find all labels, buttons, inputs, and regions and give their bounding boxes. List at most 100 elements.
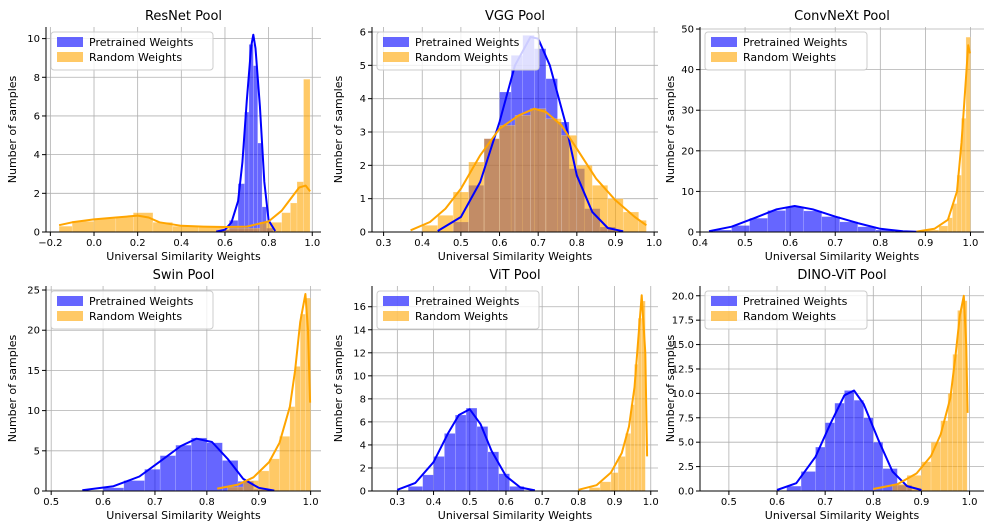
plot-area (396, 294, 649, 491)
legend-swatch (711, 52, 737, 62)
x-tick-label: 1.0 (643, 497, 659, 508)
legend-label: Pretrained Weights (415, 295, 520, 308)
x-tick-label: 0.6 (498, 497, 514, 508)
legend-swatch (383, 311, 409, 321)
x-tick-label: 0.8 (261, 238, 277, 249)
histogram-bar (863, 417, 874, 491)
y-tick-label: 50 (681, 25, 694, 36)
histogram-bar (749, 217, 768, 232)
histogram-bar (514, 115, 531, 232)
x-tick-label: 0.5 (453, 238, 469, 249)
plot-area (58, 33, 311, 232)
y-tick-label: 6 (34, 111, 40, 122)
legend-box (376, 31, 540, 71)
chart-panel-1: −0.2 0.0 0.2 0.4 0.6 0.8 1.0 0 2 4 6 8 10 ResNet Pool… (6, 9, 321, 263)
y-axis-label: Number of samples (664, 75, 677, 183)
legend-label: Pretrained Weights (89, 295, 194, 308)
legend-label: Pretrained Weights (415, 36, 520, 49)
y-tick-label: 8 (360, 394, 366, 405)
chart-title: ConvNeXt Pool (794, 9, 890, 24)
x-tick-label: 0.8 (569, 238, 585, 249)
histogram-bar (625, 433, 632, 491)
histogram-bar (253, 65, 258, 232)
histogram-bar (561, 135, 578, 232)
series-random (421, 108, 647, 232)
x-tick-label: 0.9 (608, 238, 624, 249)
x-axis-label: Universal Similarity Weights (438, 250, 593, 263)
y-tick-label: 12.5 (672, 364, 694, 375)
histogram-bar (599, 481, 612, 491)
histogram-bar (617, 456, 626, 491)
series-pretrained (220, 44, 274, 232)
histogram-bar (261, 206, 267, 232)
histogram-bar (191, 437, 208, 491)
x-tick-label: 0.9 (607, 497, 623, 508)
x-tick-label: 1.0 (962, 497, 978, 508)
y-tick-label: 0 (688, 228, 694, 239)
chart-panel-3: 0.4 0.5 0.6 0.7 0.8 0.9 1.0 0 10 20 30 40 50 ConvNeXt… (664, 9, 984, 263)
y-tick-label: 10 (681, 187, 694, 198)
histogram-bar (839, 221, 859, 232)
x-tick-label: 0.7 (534, 497, 550, 508)
kde-line-random (916, 44, 971, 232)
histogram-bar (610, 472, 619, 491)
legend: Pretrained Weights Random Weights (704, 290, 868, 330)
legend-box (704, 31, 868, 71)
y-tick-label: 10 (27, 34, 40, 45)
legend-box (50, 31, 214, 71)
histogram-bar (767, 210, 786, 232)
histogram-bar (268, 458, 280, 491)
histogram-bar (159, 455, 176, 491)
x-tick-label: 0.2 (130, 238, 146, 249)
x-tick-label: 0.6 (769, 497, 785, 508)
x-tick-label: 0.6 (782, 238, 798, 249)
x-tick-label: 0.5 (462, 497, 478, 508)
histogram-bar (71, 221, 95, 232)
y-tick-label: 7.5 (678, 413, 694, 424)
x-tick-label: 0.8 (199, 497, 215, 508)
kde-line-random (217, 293, 312, 490)
legend-box (376, 290, 540, 330)
y-tick-label: 8 (34, 73, 40, 84)
y-tick-label: 4 (360, 440, 366, 451)
histogram-bar (483, 138, 500, 232)
y-tick-label: 0 (34, 228, 40, 239)
chart-title: ViT Pool (489, 268, 540, 283)
x-axis-label: Universal Similarity Weights (765, 509, 920, 522)
y-tick-label: 2 (34, 189, 40, 200)
kde-line-random (410, 107, 647, 232)
series-random (227, 297, 311, 491)
legend-box (50, 290, 214, 330)
legend: Pretrained Weights Random Weights (376, 31, 540, 71)
histogram-bar (433, 456, 445, 491)
series-random (925, 36, 971, 232)
histogram-bar (115, 216, 134, 232)
histogram-bar (224, 227, 261, 232)
y-tick-label: 6 (360, 417, 366, 428)
legend-swatch (383, 37, 409, 47)
legend-label: Random Weights (89, 310, 182, 323)
x-tick-label: 0.4 (173, 238, 189, 249)
legend-label: Random Weights (415, 51, 508, 64)
y-tick-label: 10.0 (672, 389, 694, 400)
y-axis-label: Number of samples (332, 334, 345, 442)
histogram-bar (144, 469, 161, 491)
histogram-bar (873, 441, 884, 491)
kde-line-random (58, 184, 311, 228)
y-tick-label: 4 (34, 150, 40, 161)
y-axis-label: Number of samples (6, 334, 19, 442)
y-tick-label: 10 (353, 371, 366, 382)
x-tick-label: 0.6 (95, 497, 111, 508)
series-pretrained (713, 206, 895, 232)
x-tick-label: 0.7 (827, 238, 843, 249)
x-tick-label: 0.5 (721, 497, 737, 508)
x-axis-label: Universal Similarity Weights (438, 509, 593, 522)
x-tick-label: 0.3 (389, 497, 405, 508)
y-tick-label: 30 (681, 106, 694, 117)
histogram-bar (785, 206, 804, 232)
histogram-bar (407, 486, 423, 491)
histogram-bar (290, 202, 298, 232)
plot-area (776, 294, 969, 491)
histogram-bar (58, 225, 73, 232)
histogram-bar (800, 471, 816, 491)
